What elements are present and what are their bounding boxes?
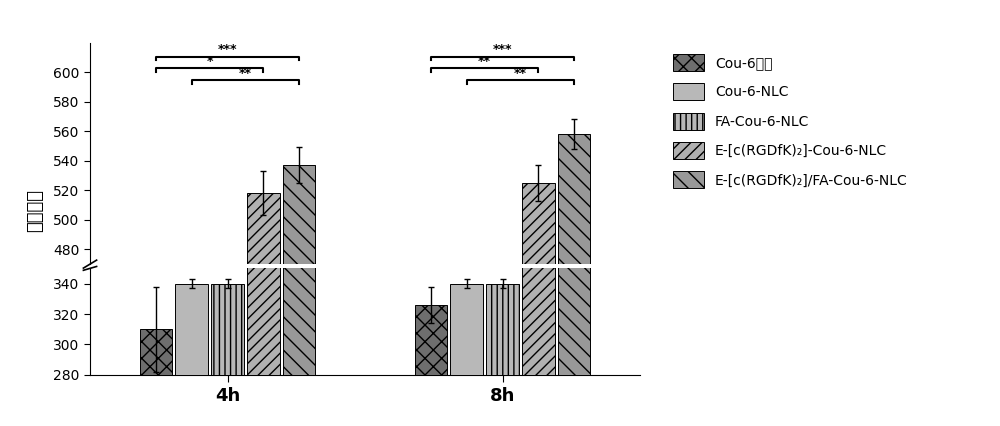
Bar	[211, 284, 244, 426]
Legend: Cou-6溶液, Cou-6-NLC, FA-Cou-6-NLC, E-[c(RGDfK)₂]-Cou-6-NLC, E-[c(RGDfK)₂]/FA-Cou-: Cou-6溶液, Cou-6-NLC, FA-Cou-6-NLC, E-[c(R…	[669, 49, 912, 193]
Text: *: *	[206, 55, 213, 68]
Bar	[175, 284, 208, 426]
Bar	[450, 284, 483, 426]
Bar	[558, 134, 590, 426]
Text: **: **	[478, 55, 491, 68]
Text: ***: ***	[493, 43, 512, 56]
Bar	[486, 284, 519, 426]
Text: 荧光强度: 荧光强度	[26, 190, 44, 232]
Bar	[522, 183, 555, 426]
Bar	[283, 0, 315, 426]
Bar	[558, 0, 590, 426]
Bar	[415, 305, 447, 426]
Text: ***: ***	[218, 43, 237, 56]
Bar	[247, 13, 280, 426]
Bar	[522, 2, 555, 426]
Bar	[140, 329, 172, 426]
Text: **: **	[239, 66, 252, 80]
Bar	[247, 193, 280, 426]
Text: **: **	[514, 66, 527, 80]
Bar	[283, 165, 315, 426]
